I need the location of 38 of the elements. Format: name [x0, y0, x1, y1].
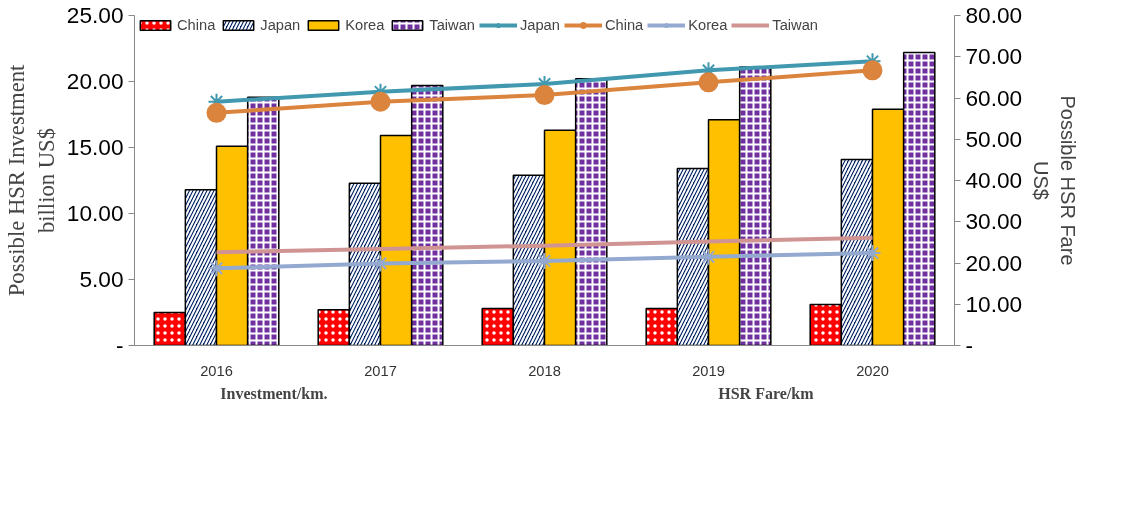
text: Investment/km. [220, 384, 328, 402]
legend-label: China [177, 17, 216, 33]
y-tick-label: 20.00 [66, 68, 124, 94]
text: HSR Fare/km [718, 384, 815, 402]
point [206, 102, 227, 123]
y2-axis-title: Possible HSR Fare US$ [1030, 95, 1079, 266]
point [698, 72, 719, 93]
y2-tick-label: 40.00 [965, 167, 1023, 193]
x-tick-label: 2020 [856, 362, 889, 379]
y-tick-label: 25.00 [66, 2, 124, 28]
y2-tick-label: 10.00 [965, 290, 1023, 317]
y2-tick-label: - [965, 332, 974, 358]
y2-tick-label: 80.00 [965, 2, 1023, 28]
x-tick-label: 2017 [364, 362, 397, 379]
legend-label: Japan [519, 17, 560, 33]
legend-label: Korea [345, 17, 385, 33]
legend-label: Japan [260, 17, 301, 33]
x-tick-label: 2018 [528, 362, 561, 379]
legend-label: Korea [688, 17, 728, 33]
y2-tick-label: 20.00 [965, 249, 1023, 276]
legend-label: China [604, 17, 644, 33]
y-tick-label: 10.00 [66, 200, 124, 226]
y-tick-label: - [115, 332, 124, 358]
y2-tick-label: 30.00 [965, 208, 1023, 235]
point [534, 85, 555, 106]
point [862, 60, 883, 81]
line-series [214, 235, 875, 255]
y2-tick-label: 70.00 [965, 43, 1023, 70]
x-tick-label: 2016 [200, 362, 233, 379]
legend-label: Taiwan [772, 17, 818, 33]
y-tick-label: 5.00 [79, 266, 124, 292]
point [370, 91, 391, 112]
y2-tick-label: 60.00 [965, 84, 1023, 111]
x-tick-label: 2019 [692, 362, 725, 379]
y-axis-title: Possible HSR Investment billion US$ [3, 63, 59, 297]
y2-tick-label: 50.00 [965, 125, 1023, 152]
y-tick-label: 15.00 [66, 134, 124, 160]
legend-label: Taiwan [429, 17, 475, 33]
